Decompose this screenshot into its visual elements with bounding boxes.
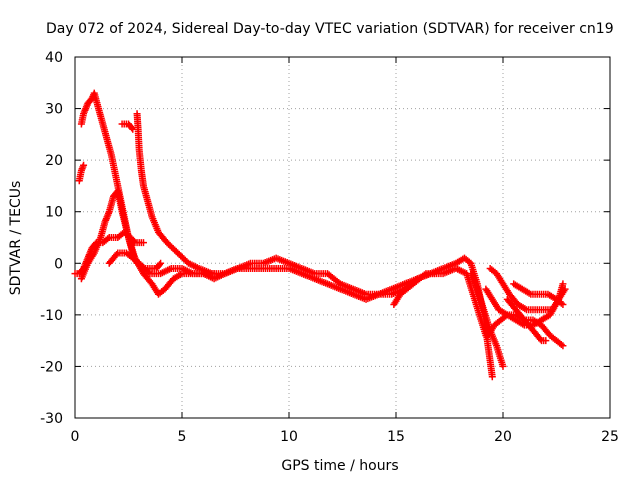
data-point (431, 270, 439, 278)
data-point (559, 301, 567, 309)
chart-title: Day 072 of 2024, Sidereal Day-to-day VTE… (46, 21, 614, 37)
x-tick-label: 10 (280, 429, 298, 445)
data-point (80, 161, 88, 169)
data-point (559, 280, 567, 288)
x-axis-label: GPS time / hours (281, 458, 398, 474)
x-tick-label: 15 (387, 429, 405, 445)
series-trace14 (503, 295, 550, 345)
y-tick-label: 30 (45, 102, 63, 118)
data-point (128, 124, 136, 132)
data-point (139, 239, 147, 247)
data-point (156, 261, 164, 269)
series-trace11 (486, 264, 567, 314)
data-point (113, 250, 121, 258)
y-tick-label: -10 (40, 308, 63, 324)
data-point (559, 342, 567, 350)
series-trace3 (77, 187, 218, 298)
series-trace8 (390, 270, 439, 309)
y-tick-label: -30 (40, 411, 63, 427)
series-trace10 (467, 270, 507, 370)
x-tick-label: 25 (601, 429, 619, 445)
y-axis-label: SDTVAR / TECUs (8, 181, 24, 296)
x-tick-label: 5 (178, 429, 187, 445)
x-tick-label: 20 (494, 429, 512, 445)
series-trace5 (118, 120, 137, 133)
series-trace4 (75, 161, 88, 185)
data-point (144, 268, 152, 276)
x-tick-label: 0 (71, 429, 80, 445)
tick-layer (74, 56, 611, 419)
data-layer (71, 89, 569, 381)
series-trace13 (510, 280, 567, 309)
grid-layer (75, 57, 610, 418)
y-tick-label: 0 (54, 256, 63, 272)
data-point (542, 337, 550, 345)
y-tick-label: 40 (45, 50, 63, 66)
data-point (488, 373, 496, 381)
data-point (157, 259, 165, 267)
plot-frame (74, 56, 611, 419)
y-tick-label: 10 (45, 205, 63, 221)
series-trace12 (482, 285, 567, 350)
series-trace6 (133, 110, 496, 381)
data-point (536, 335, 544, 343)
tick-label-layer: 0 5 10 15 20 25 40 30 20 10 0 -10 -20 -30 (40, 50, 619, 445)
y-tick-label: 20 (45, 153, 63, 169)
y-tick-label: -20 (40, 359, 63, 375)
data-point (499, 362, 507, 370)
